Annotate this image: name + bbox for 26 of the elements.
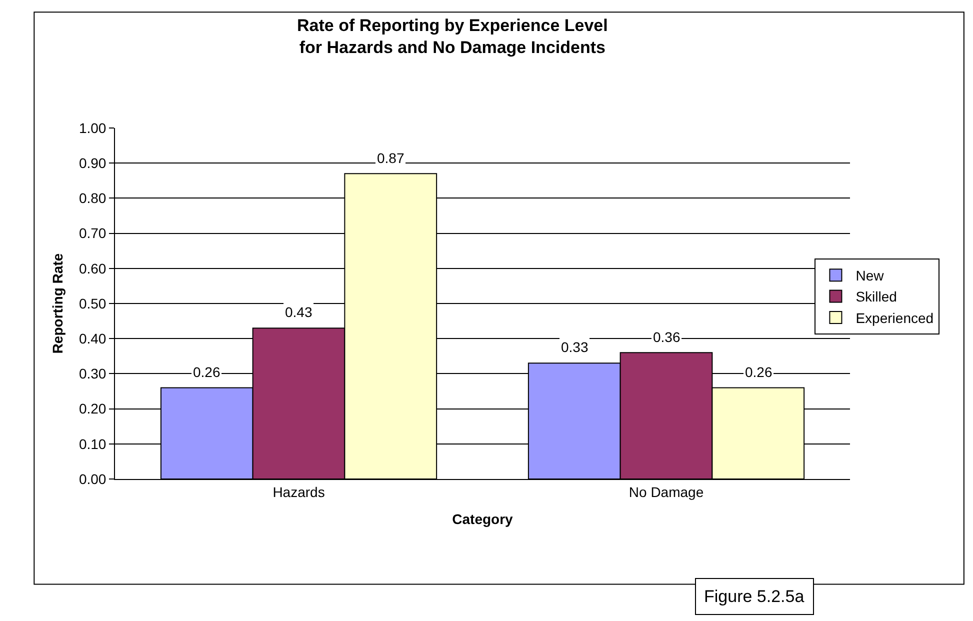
y-tick-label: 0.50: [78, 295, 106, 312]
legend-label: Experienced: [856, 310, 934, 326]
legend-label: New: [856, 268, 885, 284]
data-label: 0.26: [745, 364, 772, 380]
y-tick-label: 0.90: [78, 155, 106, 171]
legend-label: Skilled: [856, 288, 897, 305]
y-tick-label: 1.00: [78, 120, 106, 136]
data-label: 0.33: [561, 339, 588, 355]
y-tick-label: 0.30: [78, 366, 106, 382]
y-tick-label: 0.40: [78, 330, 106, 346]
x-tick-label: Hazards: [272, 484, 325, 500]
data-label: 0.26: [193, 364, 220, 380]
y-axis-title: Reporting Rate: [50, 253, 66, 354]
y-tick-label: 0.00: [78, 470, 106, 487]
chart-title: Rate of Reporting by Experience Level for Hazards and No Damage Incidents: [297, 16, 608, 58]
x-tick-label: No Damage: [628, 484, 704, 500]
y-tick-label: 0.70: [78, 225, 106, 242]
data-label: 0.43: [285, 304, 312, 320]
x-axis-title: Category: [452, 511, 514, 528]
data-label: 0.36: [653, 329, 680, 345]
y-tick-label: 0.60: [78, 260, 106, 276]
y-tick-label: 0.80: [78, 190, 106, 206]
y-tick-label: 0.20: [78, 400, 106, 417]
y-tick-label: 0.10: [78, 436, 106, 452]
caption: Figure 5.2.5a: [704, 587, 805, 606]
data-label: 0.87: [377, 150, 404, 166]
